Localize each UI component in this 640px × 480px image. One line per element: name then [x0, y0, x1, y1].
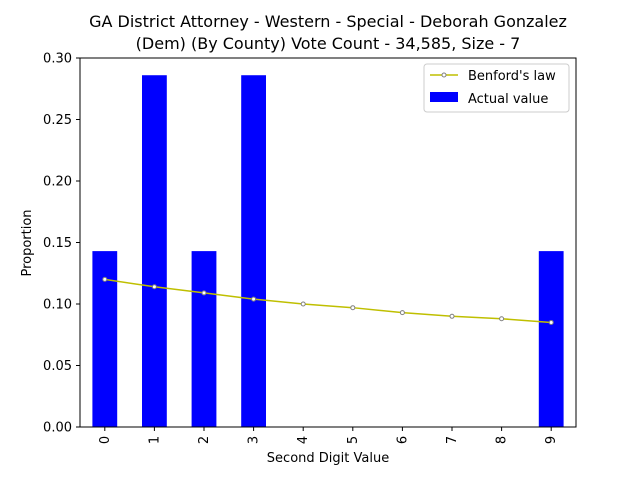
y-ticks: 0.00 0.05 0.10 0.15 0.20 0.25 0.30 — [43, 52, 80, 436]
benford-line — [104, 278, 552, 324]
benford-point-3 — [251, 296, 257, 302]
chart-title-line2: (Dem) (By County) Vote Count - 34,585, S… — [136, 34, 521, 53]
x-tick-label: 4 — [296, 436, 311, 444]
legend-label-actual: Actual value — [468, 92, 548, 107]
y-tick-label: 0.00 — [43, 421, 72, 436]
benford-point-8 — [499, 316, 505, 322]
x-tick-label: 5 — [346, 436, 361, 444]
x-tick-label: 6 — [395, 436, 410, 444]
x-tick-label: 2 — [197, 436, 212, 444]
legend-box — [423, 63, 570, 113]
benford-line-group — [102, 276, 554, 325]
benford-point-2 — [201, 290, 207, 296]
y-tick-label: 0.30 — [43, 52, 72, 67]
benford-point-6 — [399, 310, 405, 316]
y-tick-label: 0.20 — [43, 175, 72, 190]
benford-point-1 — [151, 284, 157, 290]
legend-bar-swatch — [430, 92, 458, 102]
x-tick-label: 1 — [147, 436, 162, 444]
benford-point-9 — [548, 319, 554, 325]
benford-point-0 — [102, 276, 108, 282]
y-tick-label: 0.10 — [43, 298, 72, 313]
y-tick-label: 0.05 — [43, 359, 72, 374]
bar-digit-3 — [241, 75, 266, 427]
plot-frame — [79, 57, 577, 428]
x-tick-label: 7 — [445, 436, 460, 444]
legend: Benford's law Actual value — [423, 63, 570, 113]
benford-point-4 — [300, 301, 306, 307]
x-ticks: 0 1 2 3 4 5 6 7 8 9 — [98, 427, 559, 444]
x-tick-label: 9 — [544, 436, 559, 444]
y-axis-label: Proportion — [20, 209, 35, 276]
bar-digit-9 — [538, 251, 564, 427]
x-tick-label: 3 — [247, 436, 262, 444]
x-tick-label: 8 — [495, 436, 510, 444]
bar-digit-2 — [191, 251, 217, 427]
x-tick-label: 0 — [98, 436, 113, 444]
bar-digit-1 — [142, 75, 167, 427]
y-tick-label: 0.15 — [43, 236, 72, 251]
x-axis-label: Second Digit Value — [267, 451, 389, 466]
benford-point-7 — [449, 313, 455, 319]
y-tick-label: 0.25 — [43, 113, 72, 128]
benford-point-5 — [350, 305, 356, 311]
bars-group — [92, 75, 564, 427]
legend-line-marker — [441, 72, 447, 78]
chart-title-line1: GA District Attorney - Western - Special… — [89, 12, 567, 31]
legend-label-benford: Benford's law — [468, 69, 556, 84]
